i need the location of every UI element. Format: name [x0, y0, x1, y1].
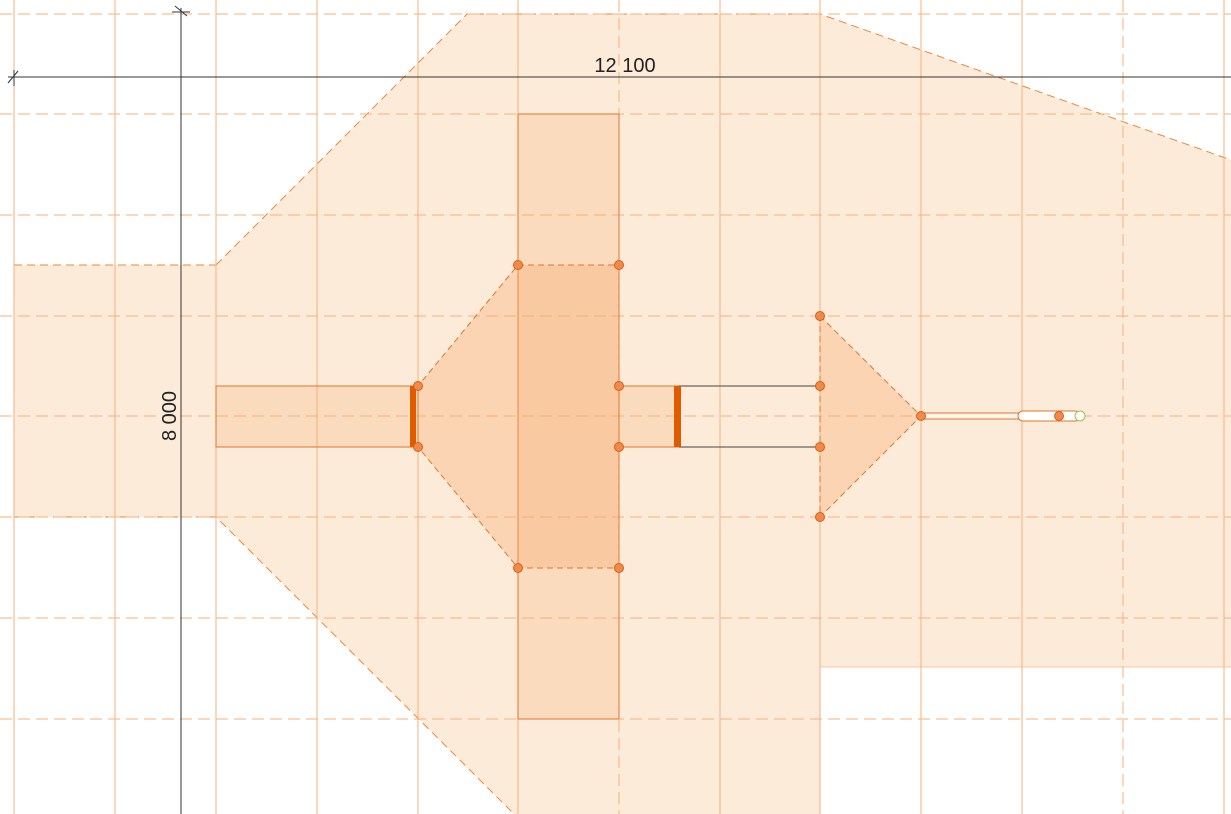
node-point	[815, 442, 825, 452]
dimension-label: 12 100	[594, 55, 655, 77]
dimension-tick	[7, 70, 19, 84]
end-point	[1074, 410, 1086, 422]
short-beam	[618, 385, 680, 448]
node-point	[413, 442, 423, 452]
node-point	[815, 381, 825, 391]
dimension-tick	[174, 5, 188, 17]
node-point	[1054, 411, 1064, 421]
node-point	[916, 411, 926, 421]
dimensions	[7, 5, 1231, 814]
node-point	[413, 381, 423, 391]
node-point	[614, 260, 624, 270]
zone-edge	[215, 13, 1231, 266]
support-bar	[410, 386, 416, 447]
node-triangle	[819, 314, 922, 519]
end-piece	[1017, 410, 1081, 422]
vertical-slab	[517, 113, 620, 720]
dimension-label: 8 000	[159, 391, 181, 441]
node-point	[815, 311, 825, 321]
node-point	[513, 563, 523, 573]
node-point	[513, 260, 523, 270]
node-point	[815, 512, 825, 522]
node-point	[614, 563, 624, 573]
support-bar	[674, 386, 681, 447]
node-point	[614, 381, 624, 391]
zone-edge	[819, 666, 1231, 814]
elements	[215, 113, 1086, 720]
zone-area	[14, 14, 1231, 814]
node-point	[614, 442, 624, 452]
left-beam	[215, 385, 419, 448]
